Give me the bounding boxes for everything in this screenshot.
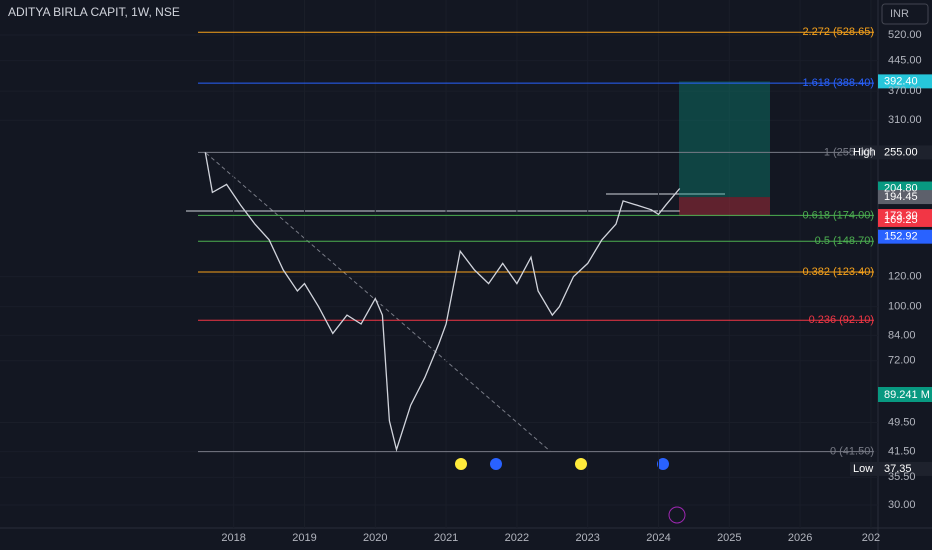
price-line [204,152,681,452]
fib-label: 0.236 (92.10) [809,314,874,326]
price-tag-label: 204.80 [884,182,918,194]
price-tag [878,145,932,160]
chart-title: ADITYA BIRLA CAPIT, 1W, NSE [8,5,180,19]
price-tag-label: 392.40 [884,75,918,87]
y-tick-label: 30.00 [888,499,916,511]
event-dot[interactable] [657,458,669,470]
y-tick-label: 84.00 [888,329,916,341]
price-tag-label: 152.92 [884,231,918,243]
price-tag-prefix-label: High [853,146,876,158]
target-zone [679,81,770,198]
price-tag [878,190,932,205]
x-tick-label: 2020 [363,532,387,544]
currency-button[interactable] [881,3,929,25]
price-tag-prefix [850,145,878,160]
volume-tag [878,387,932,402]
price-tag [878,461,932,476]
trend-line [205,152,551,452]
x-tick-label: 2019 [292,532,316,544]
fib-label: 0.382 (123.40) [802,266,874,278]
y-tick-label: 370.00 [888,85,922,97]
x-tick-label: 2021 [434,532,458,544]
price-tag-label: 194.45 [884,191,918,203]
y-tick-label: 41.50 [888,445,916,457]
y-tick-label: 35.50 [888,471,916,483]
y-tick-label: 72.00 [888,355,916,367]
y-tick-label: 520.00 [888,29,922,41]
stop-zone [679,197,770,217]
fib-label: 0.618 (174.00) [802,209,874,221]
y-tick-label: 120.00 [888,271,922,283]
fib-label: 1 (255.00) [824,146,874,158]
price-tag-prefix-label: Low [853,463,873,475]
x-tick-label: 2025 [717,532,741,544]
price-tag-label: 37.35 [884,463,912,475]
x-tick-label: 2024 [646,532,670,544]
price-tag-prefix [850,461,878,476]
x-tick-label: 2023 [575,532,599,544]
price-tag-label: 255.00 [884,146,918,158]
x-tick-label: 202 [862,532,880,544]
fib-label: 0.5 (148.70) [815,235,874,247]
plot [198,31,932,476]
currency[interactable]: INR [890,8,909,20]
y-tick-label: 49.50 [888,416,916,428]
fib-label: 1.618 (388.40) [802,77,874,89]
price-tag [878,74,932,89]
y-tick-label: 310.00 [888,114,922,126]
fib-label: 0 (41.50) [830,445,874,457]
volume-tag-label: 89.241 M [884,389,930,401]
event-dot[interactable] [575,458,587,470]
fib-label: 2.272 (528.65) [802,26,874,38]
x-tick-label: 2026 [788,532,812,544]
y-tick-label: 100.00 [888,301,922,313]
price-tag-label: 169.25 [884,214,918,226]
alert-icon[interactable] [668,506,686,524]
event-dot[interactable] [490,458,502,470]
y-tick-label: 445.00 [888,55,922,67]
x-tick-label: 2022 [505,532,529,544]
event-dot[interactable] [455,458,467,470]
price-tag-label: 173.30 [884,210,918,222]
price-tag [878,229,932,244]
x-tick-label: 2018 [221,532,245,544]
price-tag [878,212,932,227]
